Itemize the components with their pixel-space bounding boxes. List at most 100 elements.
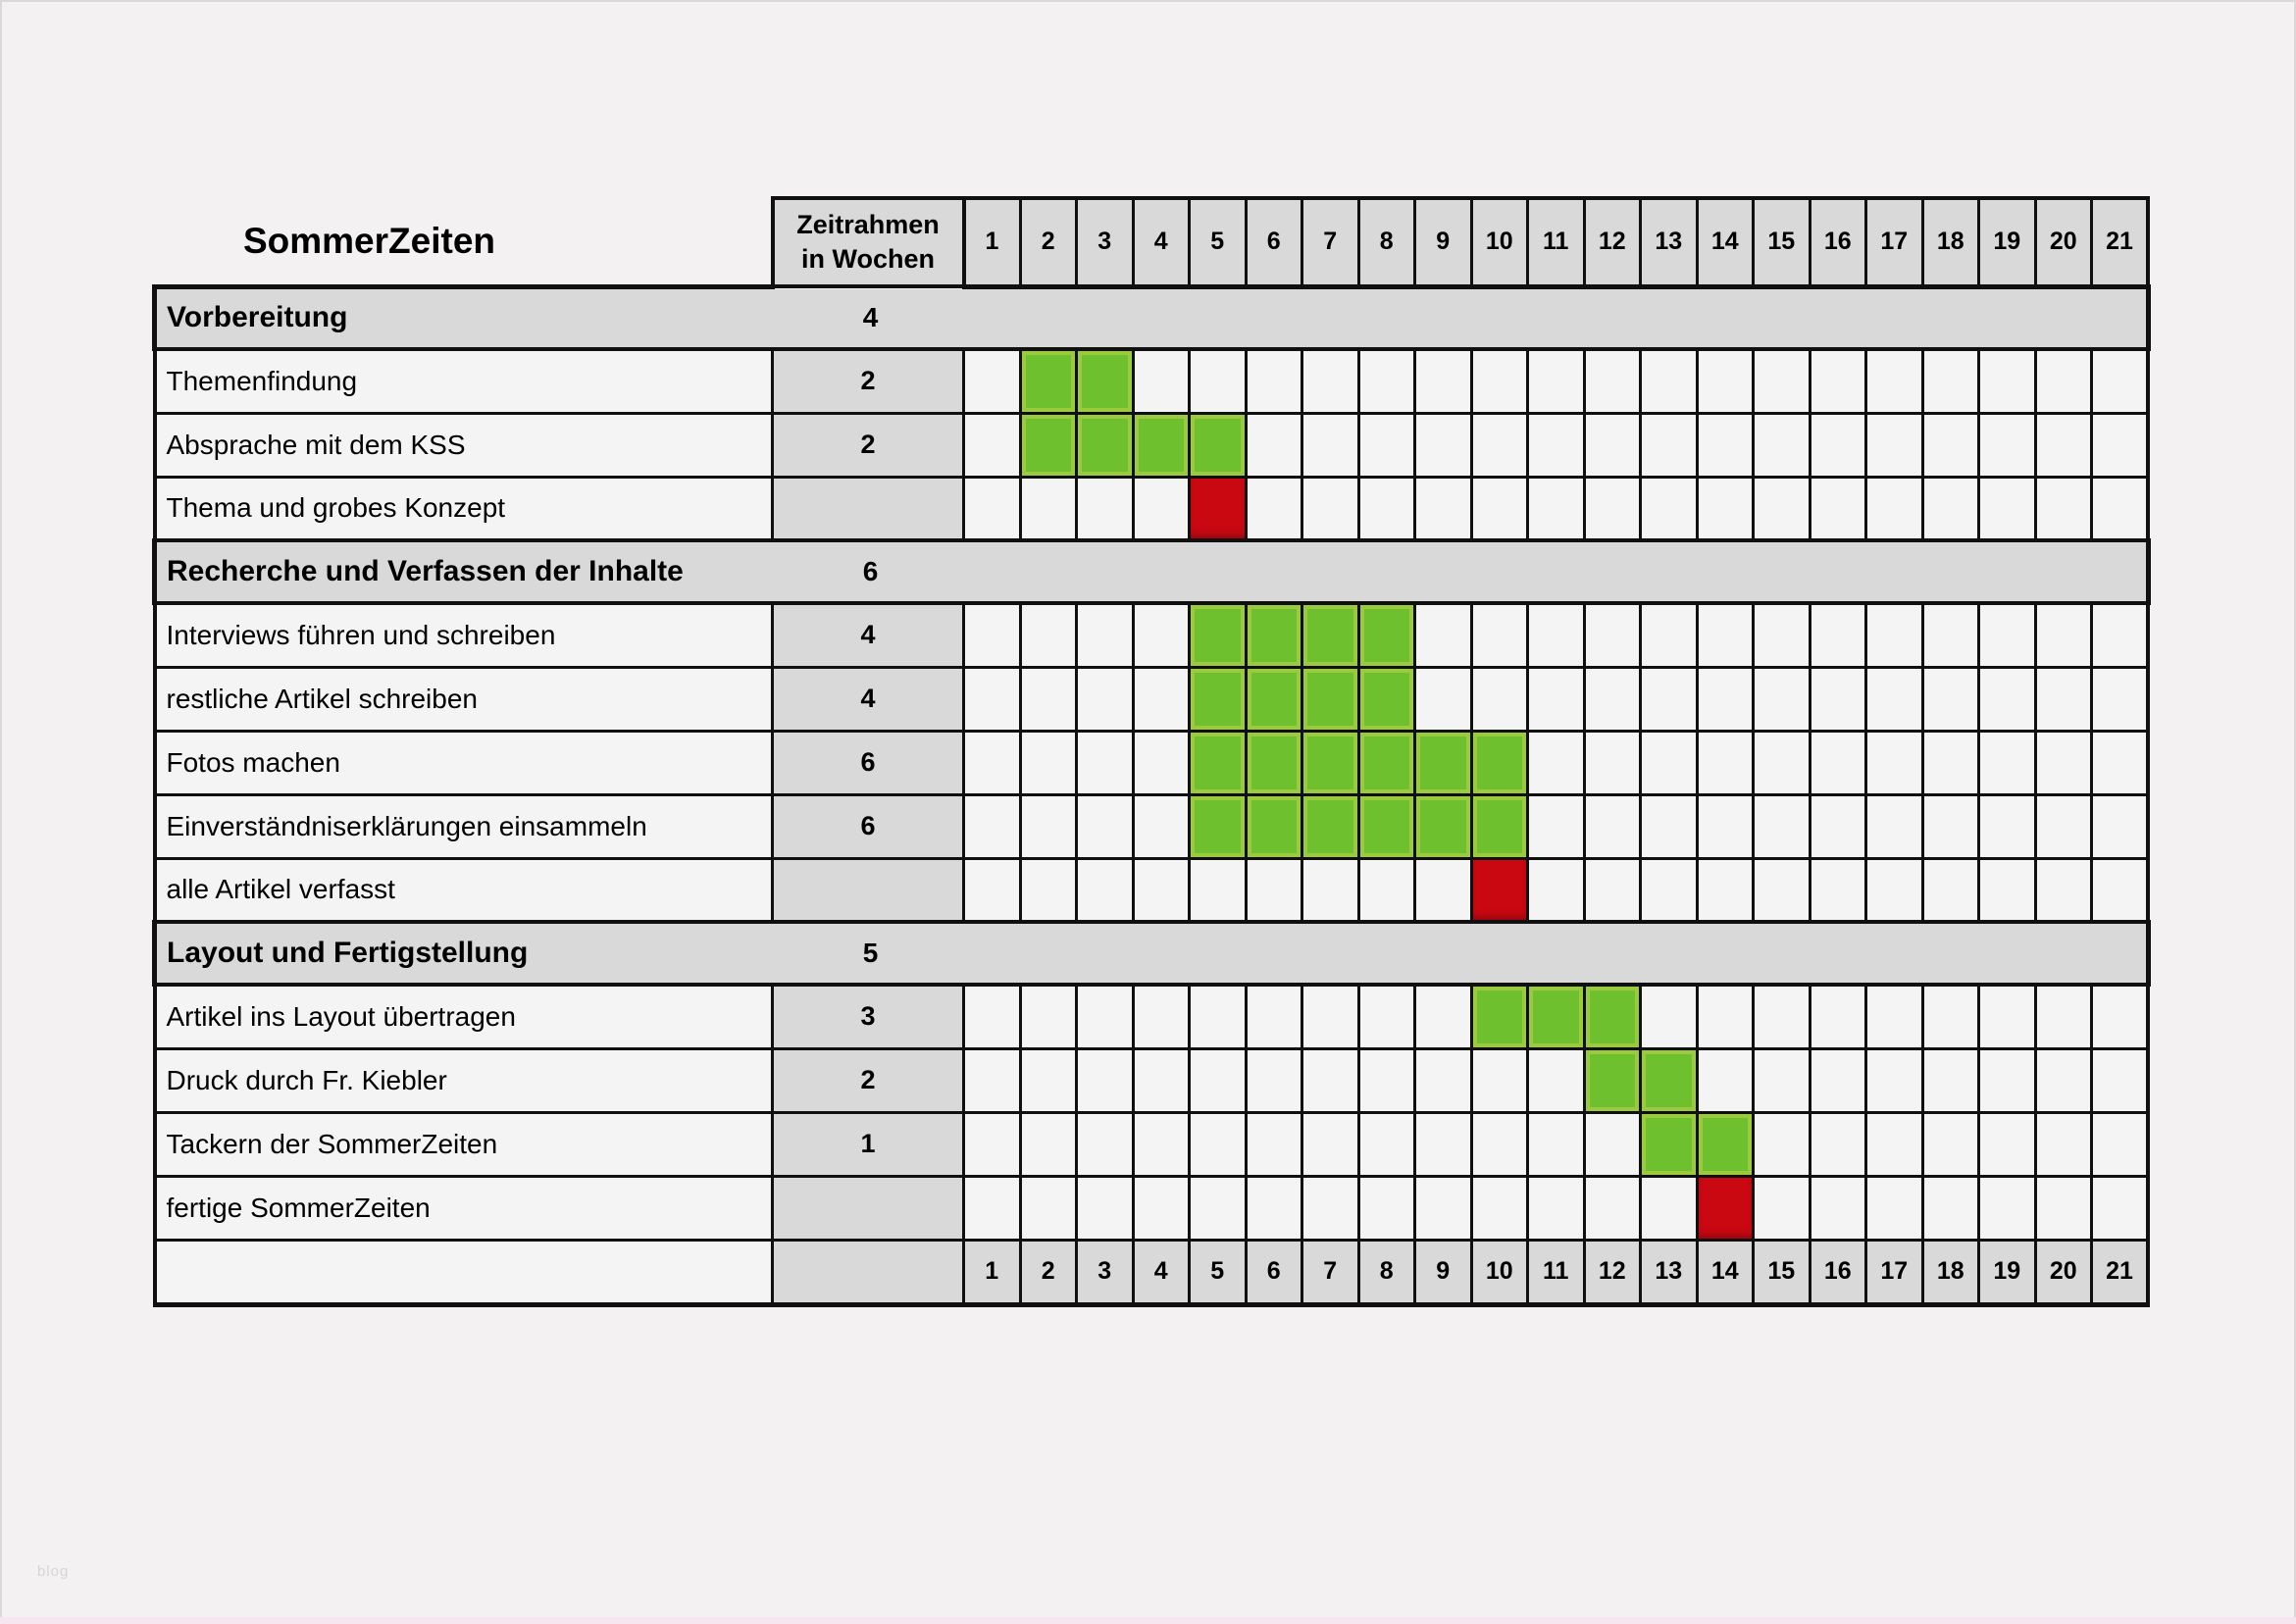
week-cell xyxy=(1977,601,2037,669)
milestone-cell-red xyxy=(1695,1174,1755,1242)
gantt-bar-cell-green xyxy=(1244,665,1303,733)
week-cell xyxy=(1695,856,1755,924)
week-cell xyxy=(1526,665,1586,733)
week-cell xyxy=(1188,983,1248,1050)
task-label: restliche Artikel schreiben xyxy=(152,665,774,733)
week-cell xyxy=(1808,983,1867,1050)
week-cell xyxy=(1864,1174,1924,1242)
task-row: Druck durch Fr. Kiebler 2 xyxy=(152,1046,2150,1114)
task-label: alle Artikel verfasst xyxy=(152,856,774,924)
week-cell xyxy=(1018,475,1078,542)
footer-week-cell: 9 xyxy=(1413,1238,1473,1307)
week-cell xyxy=(1131,1046,1191,1114)
section-duration: 5 xyxy=(862,938,879,968)
footer-week-cell: 20 xyxy=(2033,1238,2093,1307)
task-row: Einverständniserklärungen einsammeln 6 xyxy=(152,792,2150,860)
week-cell xyxy=(1808,411,1867,479)
week-cell xyxy=(1808,601,1867,669)
footer-week-cell: 4 xyxy=(1131,1238,1191,1307)
footer-week-cell: 14 xyxy=(1695,1238,1755,1307)
week-cell xyxy=(1977,729,2037,796)
week-cell xyxy=(1808,729,1867,796)
week-cell xyxy=(1582,347,1642,415)
week-cell xyxy=(2033,729,2093,796)
footer-week-cell: 15 xyxy=(1752,1238,1811,1307)
week-cell xyxy=(1018,1110,1078,1178)
week-cell xyxy=(1582,475,1642,542)
gantt-bar-cell-green xyxy=(1695,1110,1755,1178)
week-header-cell: 19 xyxy=(1977,196,2037,289)
footer-week-cell: 19 xyxy=(1977,1238,2037,1307)
gantt-bar-cell-green xyxy=(1469,729,1529,796)
week-header-cell: 2 xyxy=(1018,196,1078,289)
task-row: alle Artikel verfasst xyxy=(152,856,2150,924)
footer-week-cell: 16 xyxy=(1808,1238,1867,1307)
week-cell xyxy=(962,665,1022,733)
week-cell xyxy=(1075,1110,1135,1178)
duration-column-header: Zeitrahmen in Wochen xyxy=(770,196,966,288)
week-cell xyxy=(1639,411,1699,479)
week-cell xyxy=(1695,411,1755,479)
week-cell xyxy=(1131,856,1191,924)
week-header-cell: 10 xyxy=(1469,196,1529,289)
week-cell xyxy=(1356,1046,1416,1114)
week-cell xyxy=(1752,665,1811,733)
week-cell xyxy=(962,729,1022,796)
week-cell xyxy=(1018,665,1078,733)
week-cell xyxy=(1639,983,1699,1050)
week-cell xyxy=(962,983,1022,1050)
task-duration xyxy=(771,475,965,542)
week-cell xyxy=(1526,729,1586,796)
week-cell xyxy=(1356,856,1416,924)
week-cell xyxy=(1469,1110,1529,1178)
week-cell xyxy=(1244,1110,1303,1178)
week-cell xyxy=(1526,1046,1586,1114)
week-cell xyxy=(1808,792,1867,860)
week-cell xyxy=(1582,792,1642,860)
bottom-strip xyxy=(0,1617,2296,1624)
task-row: Thema und grobes Konzept xyxy=(152,475,2150,542)
gantt-bar-cell-green xyxy=(1301,729,1360,796)
week-cell xyxy=(1301,856,1360,924)
week-cell xyxy=(1695,601,1755,669)
gantt-bar-cell-green xyxy=(1639,1110,1699,1178)
week-cell xyxy=(1920,1110,1980,1178)
week-cell xyxy=(1356,475,1416,542)
week-cell xyxy=(1639,792,1699,860)
week-cell xyxy=(1977,792,2037,860)
week-cell xyxy=(1018,792,1078,860)
gantt-bar-cell-green xyxy=(1188,792,1248,860)
week-cell xyxy=(1131,983,1191,1050)
gantt-bar-cell-green xyxy=(1188,665,1248,733)
footer-row: 1 2 3 4 5 6 7 8 9 10 11 12 13 14 15 16 17 18 19 20 21 xyxy=(152,1238,2150,1307)
week-cell xyxy=(1188,1046,1248,1114)
task-duration: 4 xyxy=(771,601,965,669)
week-cell xyxy=(1752,983,1811,1050)
section-cell: Vorbereitung 4 xyxy=(152,284,2151,351)
footer-week-cell: 21 xyxy=(2090,1238,2150,1307)
task-row: Artikel ins Layout übertragen 3 xyxy=(152,983,2150,1050)
week-cell xyxy=(1018,1046,1078,1114)
week-cell xyxy=(1413,411,1473,479)
week-cell xyxy=(1356,411,1416,479)
task-duration: 2 xyxy=(771,411,965,479)
week-header-cell: 8 xyxy=(1356,196,1416,289)
task-duration: 2 xyxy=(771,1046,965,1114)
week-cell xyxy=(1695,983,1755,1050)
week-cell xyxy=(2090,665,2150,733)
gantt-bar-cell-green xyxy=(1131,411,1191,479)
week-cell xyxy=(962,856,1022,924)
section-row: Vorbereitung 4 xyxy=(152,284,2151,351)
week-cell xyxy=(962,475,1022,542)
task-label: Thema und grobes Konzept xyxy=(152,475,774,542)
week-cell xyxy=(1864,1110,1924,1178)
week-cell xyxy=(1864,601,1924,669)
gantt-bar-cell-green xyxy=(1356,792,1416,860)
week-cell xyxy=(1301,347,1360,415)
task-label: Fotos machen xyxy=(152,729,774,796)
week-cell xyxy=(1356,983,1416,1050)
footer-week-cell: 11 xyxy=(1526,1238,1586,1307)
gantt-bar-cell-green xyxy=(1018,347,1078,415)
week-cell xyxy=(1131,729,1191,796)
week-header-cell: 7 xyxy=(1301,196,1360,289)
